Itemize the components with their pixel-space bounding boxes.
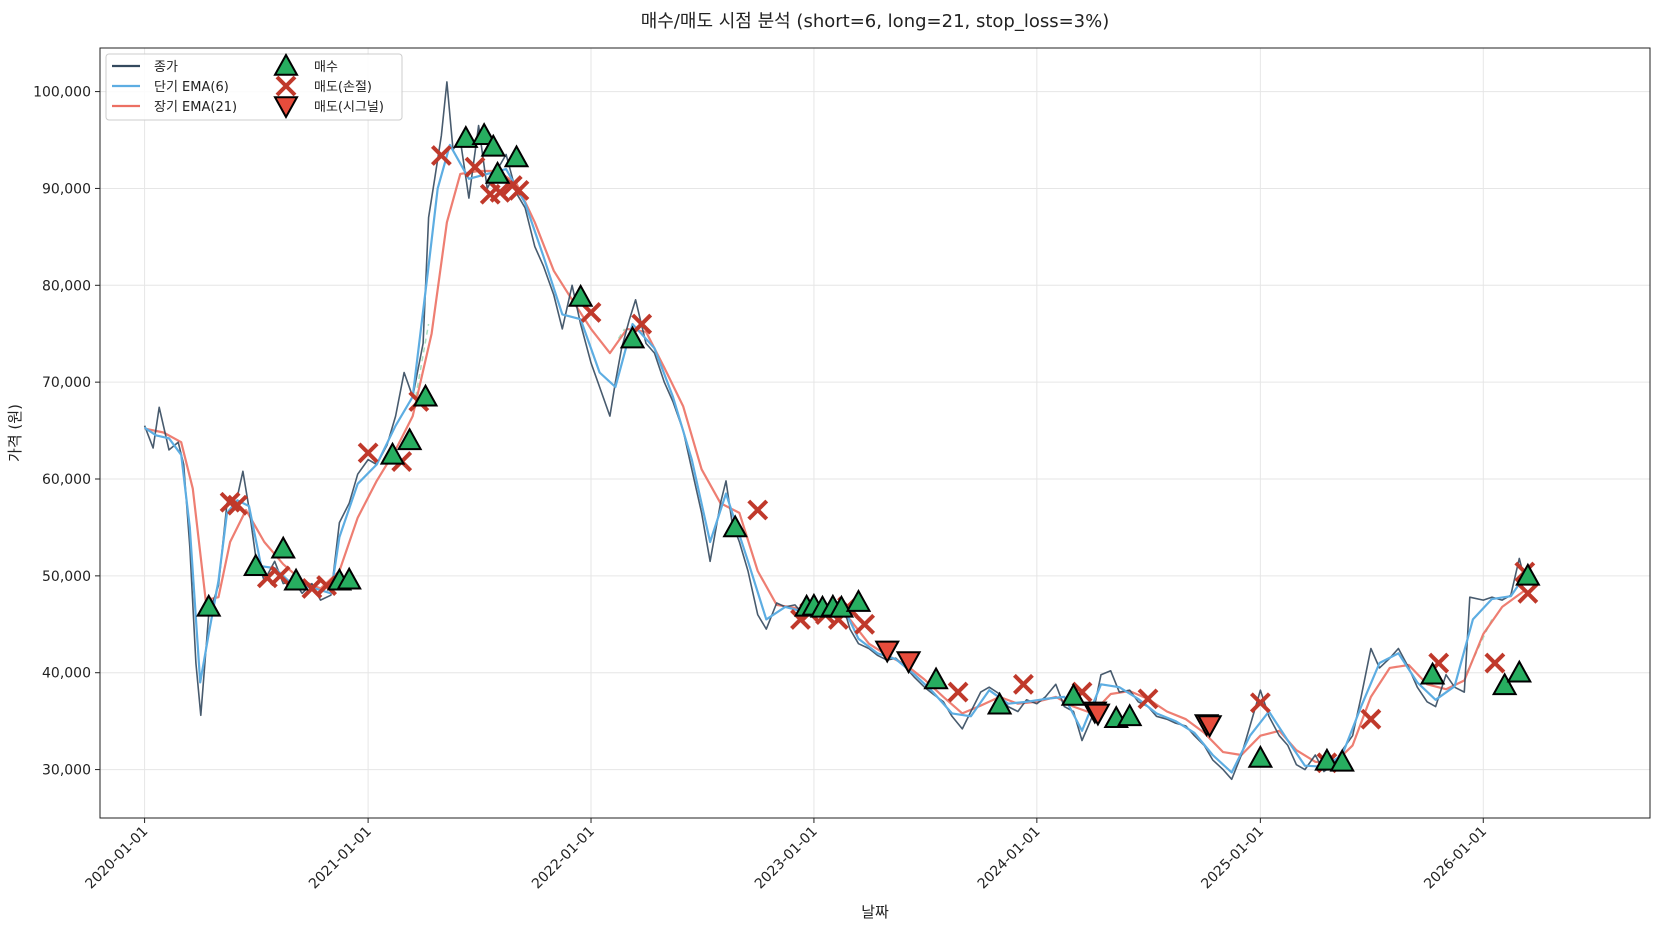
x-tick-label: 2021-01-01: [306, 824, 375, 893]
legend-label: 종가: [154, 60, 178, 75]
buy-marker: [412, 383, 439, 407]
chart-title: 매수/매도 시점 분석 (short=6, long=21, stop_loss…: [641, 11, 1110, 32]
buy-marker: [503, 144, 530, 168]
legend-stop-loss-icon: [275, 75, 297, 97]
y-tick-label: 60,000: [42, 472, 91, 488]
buy-marker: [480, 133, 507, 157]
sell-stop-loss-marker: [508, 179, 530, 201]
buy-marker: [1247, 744, 1274, 768]
sell-stop-loss-marker: [357, 442, 379, 464]
buy-marker: [1506, 659, 1533, 683]
y-tick-label: 30,000: [42, 763, 91, 779]
series-line-ema-short: [143, 143, 1526, 774]
sell-stop-loss-marker: [269, 565, 291, 587]
signal-markers: [196, 122, 1541, 774]
sell-stop-loss-marker: [1012, 673, 1034, 695]
x-tick-label: 2024-01-01: [975, 824, 1044, 893]
sell-signal-marker: [1085, 703, 1111, 727]
buy-marker: [396, 427, 423, 451]
sell-stop-loss-marker: [1249, 692, 1271, 714]
buy-marker: [722, 514, 748, 538]
buy-marker: [1060, 682, 1087, 706]
sell-stop-loss-marker: [747, 499, 769, 521]
sell-stop-loss-marker: [464, 156, 486, 178]
sell-stop-loss-marker: [316, 575, 337, 596]
buy-marker: [379, 441, 406, 465]
y-tick-label: 50,000: [42, 569, 91, 585]
legend-label: 매수: [314, 60, 338, 75]
buy-marker: [196, 593, 222, 617]
sell-stop-loss-marker: [489, 181, 511, 203]
sell-stop-loss-marker: [1360, 708, 1382, 730]
sell-stop-loss-marker: [1137, 688, 1159, 710]
legend-label: 단기 EMA(6): [154, 80, 229, 95]
y-tick-label: 80,000: [42, 278, 91, 294]
series-line-close: [143, 81, 1526, 781]
y-tick-label: 70,000: [42, 375, 91, 391]
y-tick-label: 100,000: [33, 85, 91, 101]
x-axis-label: 날짜: [861, 903, 889, 921]
buy-marker: [1419, 661, 1446, 685]
plot-frame: [99, 47, 1651, 819]
sell-signal-marker: [874, 640, 900, 664]
plot-content: [143, 81, 1541, 781]
y-axis-ticks: 30,000 40,000 50,000 60,000 70,000 80,000 90,0…: [33, 85, 100, 779]
y-axis-label: 가격 (원): [6, 404, 24, 462]
sell-stop-loss-marker: [226, 494, 248, 516]
y-tick-label: 90,000: [42, 181, 91, 197]
x-tick-label: 2022-01-01: [529, 824, 598, 893]
series-lines: [143, 81, 1526, 781]
legend-buy-icon: [273, 52, 299, 76]
buy-marker: [270, 535, 296, 559]
buy-marker: [1116, 703, 1143, 727]
buy-marker: [336, 566, 362, 590]
x-axis-ticks: 2020-01-01 2021-01-01 2022-01-01 2023-01-01…: [83, 818, 1490, 893]
buy-marker: [453, 125, 479, 148]
y-tick-label: 40,000: [42, 666, 91, 682]
sell-stop-loss-marker: [631, 313, 653, 335]
buy-marker: [1491, 672, 1518, 696]
sell-signal-marker: [1196, 715, 1223, 739]
buy-marker: [484, 160, 511, 184]
legend-label: 매도(시그널): [314, 100, 384, 115]
buy-marker: [1329, 748, 1355, 772]
sell-stop-loss-marker: [947, 681, 969, 703]
buy-marker: [243, 553, 269, 576]
sell-stop-loss-marker: [1484, 652, 1506, 674]
sell-stop-loss-marker: [1517, 582, 1539, 604]
legend-label: 장기 EMA(21): [154, 100, 237, 115]
plot-area-border: [99, 47, 1651, 819]
hold-span-line: [415, 323, 430, 397]
legend-box: [105, 53, 403, 121]
buy-marker: [923, 666, 949, 690]
buy-marker: [986, 691, 1013, 715]
x-tick-label: 2023-01-01: [752, 824, 821, 893]
buy-marker: [1515, 562, 1541, 586]
legend-sell-signal-icon: [273, 96, 299, 120]
legend-label: 매도(손절): [314, 80, 372, 95]
grid-lines: [100, 48, 1650, 818]
sell-signal-marker: [895, 651, 922, 675]
buy-marker: [567, 283, 594, 307]
hold-span-line: [617, 328, 626, 339]
buy-marker: [1314, 747, 1340, 771]
x-tick-label: 2020-01-01: [83, 824, 152, 893]
x-tick-label: 2025-01-01: [1198, 824, 1267, 893]
buy-marker: [619, 325, 646, 349]
buy-marker: [471, 122, 497, 145]
buy-marker: [283, 567, 309, 591]
x-tick-label: 2026-01-01: [1421, 824, 1490, 893]
series-line-ema-long: [144, 169, 1526, 765]
buy-marker: [845, 588, 872, 612]
sell-stop-loss-marker: [854, 613, 876, 635]
sell-stop-loss-marker: [430, 145, 452, 166]
